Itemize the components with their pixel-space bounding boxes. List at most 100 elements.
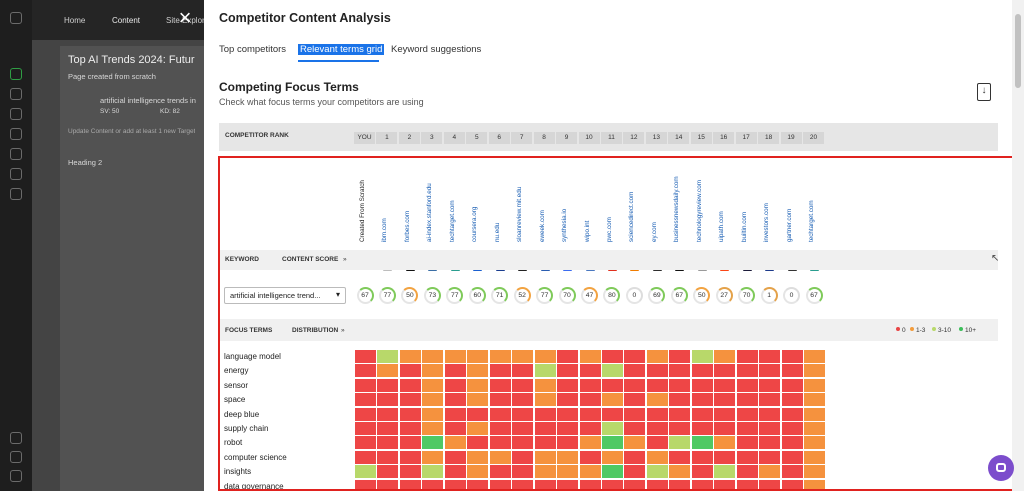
heatmap-cell[interactable] [512,350,534,363]
heatmap-cell[interactable] [534,350,556,363]
bulb-icon[interactable] [10,148,22,160]
heatmap-cell[interactable] [489,407,511,421]
heatmap-cell[interactable] [579,465,601,479]
heatmap-cell[interactable] [579,350,601,363]
heatmap-cell[interactable] [714,350,736,363]
heatmap-cell[interactable] [512,450,534,464]
heatmap-cell[interactable] [422,350,444,363]
distribution-expand-icon[interactable]: » [341,327,345,334]
heatmap-cell[interactable] [646,422,668,435]
heatmap-cell[interactable] [399,465,421,479]
heatmap-cell[interactable] [377,436,399,450]
heatmap-cell[interactable] [781,450,803,464]
heatmap-cell[interactable] [714,436,736,450]
heatmap-cell[interactable] [422,422,444,435]
heatmap-cell[interactable] [646,393,668,407]
edit-icon[interactable] [10,68,22,80]
heatmap-cell[interactable] [444,378,466,392]
heatmap-cell[interactable] [444,422,466,435]
heatmap-cell[interactable] [557,364,579,378]
heatmap-cell[interactable] [467,393,489,407]
heatmap-cell[interactable] [781,350,803,363]
scrollbar-thumb[interactable] [1015,14,1021,88]
heatmap-cell[interactable] [759,350,781,363]
heatmap-cell[interactable] [377,422,399,435]
globe-icon[interactable] [10,188,22,200]
heatmap-cell[interactable] [399,393,421,407]
heatmap-cell[interactable] [444,450,466,464]
chat-support-button[interactable] [988,455,1014,481]
keyword-select[interactable]: artificial intelligence trend... ▾ [224,287,346,304]
heatmap-cell[interactable] [601,393,623,407]
heatmap-cell[interactable] [512,465,534,479]
heatmap-cell[interactable] [512,378,534,392]
heatmap-cell[interactable] [624,378,646,392]
heatmap-cell[interactable] [601,350,623,363]
heatmap-cell[interactable] [714,479,736,491]
heatmap-cell[interactable] [736,450,758,464]
heatmap-cell[interactable] [646,436,668,450]
heatmap-cell[interactable] [714,465,736,479]
heatmap-cell[interactable] [489,350,511,363]
heatmap-cell[interactable] [804,407,825,421]
heatmap-cell[interactable] [759,465,781,479]
heatmap-cell[interactable] [601,364,623,378]
heatmap-cell[interactable] [781,436,803,450]
tab-top-competitors[interactable]: Top competitors [219,44,287,55]
heatmap-cell[interactable] [736,436,758,450]
menu-icon[interactable] [10,12,22,24]
heatmap-cell[interactable] [399,479,421,491]
heatmap-cell[interactable] [804,422,825,435]
heatmap-cell[interactable] [534,465,556,479]
heatmap-cell[interactable] [355,378,376,392]
heading-select[interactable]: Heading 2 [68,158,103,167]
idea-icon[interactable] [10,168,22,180]
heatmap-cell[interactable] [781,393,803,407]
close-icon[interactable]: × [178,5,192,30]
heatmap-cell[interactable] [691,479,713,491]
heatmap-cell[interactable] [691,364,713,378]
heatmap-cell[interactable] [646,450,668,464]
heatmap-cell[interactable] [467,479,489,491]
heatmap-cell[interactable] [355,450,376,464]
heatmap-cell[interactable] [512,364,534,378]
heatmap-cell[interactable] [422,364,444,378]
heatmap-cell[interactable] [422,378,444,392]
heatmap-cell[interactable] [759,364,781,378]
heatmap-cell[interactable] [646,407,668,421]
heatmap-cell[interactable] [804,479,825,491]
heatmap-cell[interactable] [646,378,668,392]
heatmap-cell[interactable] [467,407,489,421]
heatmap-cell[interactable] [714,378,736,392]
heatmap-cell[interactable] [377,450,399,464]
heatmap-cell[interactable] [489,364,511,378]
heatmap-cell[interactable] [736,407,758,421]
heatmap-cell[interactable] [399,378,421,392]
heatmap-cell[interactable] [624,479,646,491]
distribution-label[interactable]: DISTRIBUTION [292,327,339,334]
heatmap-cell[interactable] [714,450,736,464]
heatmap-cell[interactable] [557,378,579,392]
heatmap-cell[interactable] [736,479,758,491]
heatmap-cell[interactable] [601,465,623,479]
heatmap-cell[interactable] [489,422,511,435]
heatmap-cell[interactable] [557,350,579,363]
heatmap-cell[interactable] [804,378,825,392]
heatmap-cell[interactable] [579,393,601,407]
heatmap-cell[interactable] [736,350,758,363]
heatmap-cell[interactable] [736,378,758,392]
heatmap-cell[interactable] [355,479,376,491]
panel-scrollbar[interactable] [1012,0,1024,491]
heatmap-cell[interactable] [399,350,421,363]
heatmap-cell[interactable] [422,436,444,450]
heatmap-cell[interactable] [624,393,646,407]
heatmap-cell[interactable] [579,436,601,450]
heatmap-cell[interactable] [759,378,781,392]
heatmap-cell[interactable] [669,393,691,407]
heatmap-cell[interactable] [624,364,646,378]
heatmap-cell[interactable] [467,378,489,392]
heatmap-cell[interactable] [399,436,421,450]
heatmap-cell[interactable] [355,407,376,421]
heatmap-cell[interactable] [759,450,781,464]
heatmap-cell[interactable] [467,350,489,363]
